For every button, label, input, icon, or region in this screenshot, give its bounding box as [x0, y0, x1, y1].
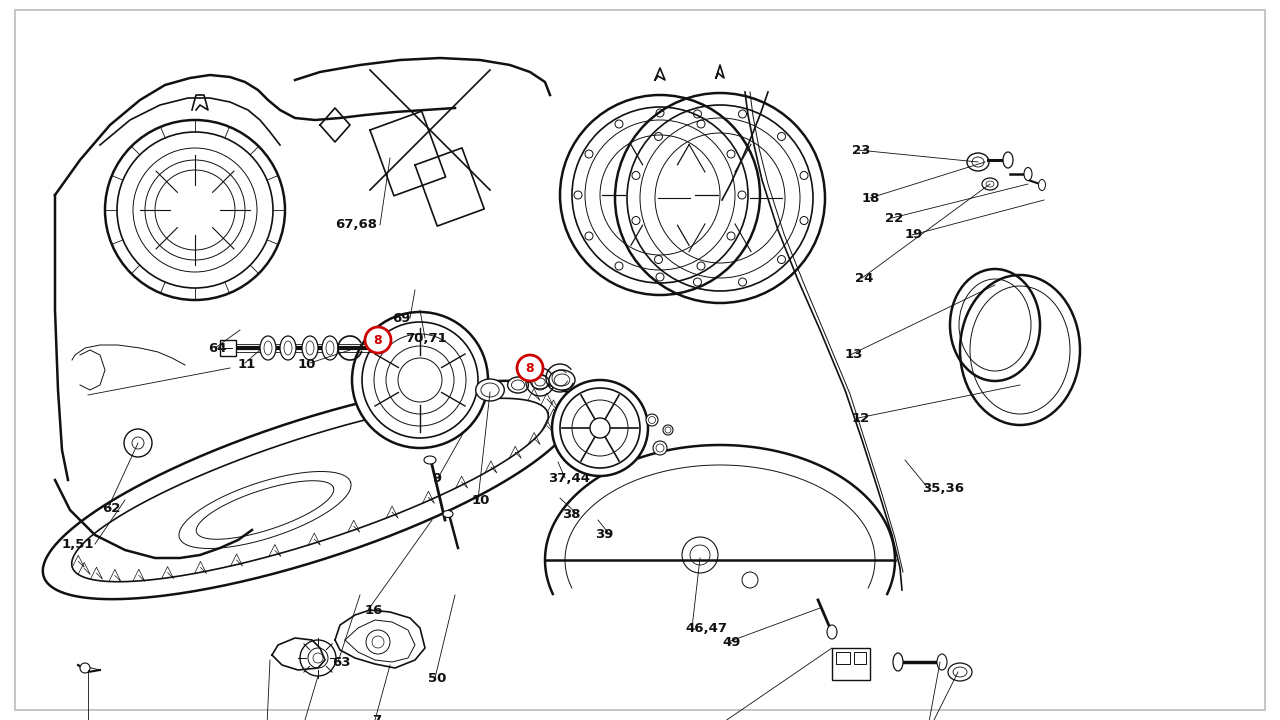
Ellipse shape	[966, 153, 989, 171]
Text: 35,36: 35,36	[922, 482, 964, 495]
Text: 8: 8	[374, 333, 383, 346]
Circle shape	[352, 312, 488, 448]
Text: 1,51: 1,51	[61, 539, 95, 552]
Circle shape	[387, 346, 454, 414]
Text: 63: 63	[332, 655, 351, 668]
Text: 13: 13	[845, 348, 864, 361]
Ellipse shape	[653, 441, 667, 455]
Circle shape	[365, 327, 390, 353]
Text: 49: 49	[722, 636, 740, 649]
Ellipse shape	[323, 336, 338, 360]
Ellipse shape	[531, 375, 549, 389]
Ellipse shape	[948, 663, 972, 681]
Circle shape	[552, 380, 648, 476]
Text: 16: 16	[365, 603, 384, 616]
Ellipse shape	[1024, 168, 1032, 181]
Ellipse shape	[476, 379, 504, 401]
Ellipse shape	[443, 510, 453, 518]
Text: 50: 50	[428, 672, 447, 685]
Text: 37,44: 37,44	[548, 472, 590, 485]
Circle shape	[398, 358, 442, 402]
Ellipse shape	[1038, 179, 1046, 191]
Text: 19: 19	[905, 228, 923, 241]
Circle shape	[561, 388, 640, 468]
Ellipse shape	[549, 370, 575, 390]
Text: 67,68: 67,68	[335, 218, 378, 232]
Circle shape	[362, 322, 477, 438]
Text: 64: 64	[207, 341, 227, 354]
Bar	[832, 648, 870, 680]
Text: 10: 10	[472, 493, 490, 506]
Text: 9: 9	[433, 472, 442, 485]
Ellipse shape	[646, 414, 658, 426]
Ellipse shape	[1004, 152, 1012, 168]
Text: 70,71: 70,71	[404, 331, 447, 344]
Circle shape	[572, 400, 628, 456]
Ellipse shape	[663, 425, 673, 435]
Ellipse shape	[424, 456, 436, 464]
Text: 18: 18	[861, 192, 881, 204]
Bar	[836, 652, 850, 664]
Text: 8: 8	[526, 361, 534, 374]
Text: 39: 39	[595, 528, 613, 541]
Circle shape	[517, 355, 543, 381]
Circle shape	[374, 334, 466, 426]
Ellipse shape	[508, 377, 529, 393]
Text: 46,47: 46,47	[685, 621, 727, 634]
Ellipse shape	[937, 654, 947, 670]
Text: 69: 69	[392, 312, 411, 325]
Text: 38: 38	[562, 508, 581, 521]
Ellipse shape	[893, 653, 902, 671]
Ellipse shape	[280, 336, 296, 360]
Text: 62: 62	[102, 502, 120, 515]
Ellipse shape	[302, 336, 317, 360]
Circle shape	[79, 663, 90, 673]
Text: 24: 24	[855, 271, 873, 284]
Ellipse shape	[982, 178, 998, 190]
Text: 10: 10	[298, 359, 316, 372]
Text: 23: 23	[852, 143, 870, 156]
Circle shape	[590, 418, 611, 438]
Text: 11: 11	[238, 359, 256, 372]
Text: 7: 7	[372, 714, 381, 720]
Bar	[220, 340, 236, 356]
Text: 12: 12	[852, 412, 870, 425]
Bar	[854, 652, 867, 664]
Text: 22: 22	[884, 212, 904, 225]
Ellipse shape	[260, 336, 276, 360]
Ellipse shape	[827, 625, 837, 639]
